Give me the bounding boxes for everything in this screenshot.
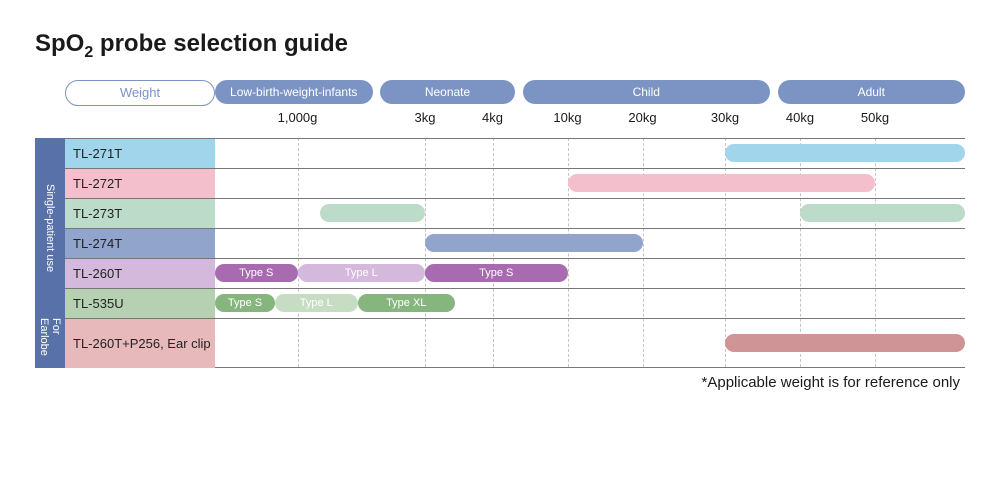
- probe-row: TL-535UType SType LType XL: [65, 288, 965, 318]
- category-pill: Neonate: [380, 80, 515, 104]
- probe-row-label: TL-260T: [65, 259, 215, 288]
- probe-row-label: TL-535U: [65, 289, 215, 318]
- range-bar: Type S: [425, 264, 568, 282]
- probe-row-label: TL-274T: [65, 229, 215, 258]
- axis-tick-label: 1,000g: [278, 110, 318, 125]
- range-bar: Type XL: [358, 294, 456, 312]
- axis-tick-label: 4kg: [482, 110, 503, 125]
- probe-row-label: TL-272T: [65, 169, 215, 198]
- category-pill: Child: [523, 80, 771, 104]
- title-sub: 2: [84, 44, 93, 61]
- probe-row: TL-273T: [65, 198, 965, 228]
- weight-pill: Weight: [65, 80, 215, 106]
- range-bar: [725, 144, 965, 162]
- probe-row: TL-260T+P256, Ear clip: [65, 318, 965, 368]
- probe-row-label: TL-271T: [65, 139, 215, 168]
- side-group-label: Single-patient use: [35, 138, 65, 318]
- weight-axis-row: 1,000g 3kg 4kg 10kg 20kg 30kg 40kg 50kg: [65, 110, 965, 132]
- chart-title: SpO2 probe selection guide: [35, 30, 965, 62]
- category-header-row: Weight Low-birth-weight-infants Neonate Ch…: [65, 80, 965, 106]
- range-bar: [320, 204, 425, 222]
- category-pill: Low-birth-weight-infants: [215, 80, 373, 104]
- title-rest: probe selection guide: [93, 30, 348, 57]
- range-bar: [568, 174, 876, 192]
- axis-tick-label: 30kg: [711, 110, 739, 125]
- range-bar: [725, 334, 965, 352]
- axis-tick-label: 3kg: [415, 110, 436, 125]
- probe-row: TL-260TType SType LType S: [65, 258, 965, 288]
- axis-tick-label: 50kg: [861, 110, 889, 125]
- probe-row: TL-271T: [65, 138, 965, 168]
- side-group-label: For Earlobe: [35, 318, 65, 368]
- range-bar: Type S: [215, 264, 298, 282]
- range-bar: [800, 204, 965, 222]
- footnote: *Applicable weight is for reference only: [35, 374, 965, 391]
- probe-row-label: TL-260T+P256, Ear clip: [65, 319, 215, 368]
- range-bar: [425, 234, 643, 252]
- probe-selection-chart: Weight Low-birth-weight-infants Neonate Ch…: [35, 80, 965, 368]
- probe-row: TL-274T: [65, 228, 965, 258]
- chart-grid-area: TL-271TTL-272TTL-273TTL-274TTL-260TType …: [65, 138, 965, 368]
- range-bar: Type L: [275, 294, 358, 312]
- probe-row: TL-272T: [65, 168, 965, 198]
- probe-row-label: TL-273T: [65, 199, 215, 228]
- range-bar: Type L: [298, 264, 426, 282]
- category-pill: Adult: [778, 80, 966, 104]
- title-main: SpO: [35, 30, 84, 57]
- axis-tick-label: 20kg: [628, 110, 656, 125]
- range-bar: Type S: [215, 294, 275, 312]
- axis-tick-label: 40kg: [786, 110, 814, 125]
- axis-tick-label: 10kg: [553, 110, 581, 125]
